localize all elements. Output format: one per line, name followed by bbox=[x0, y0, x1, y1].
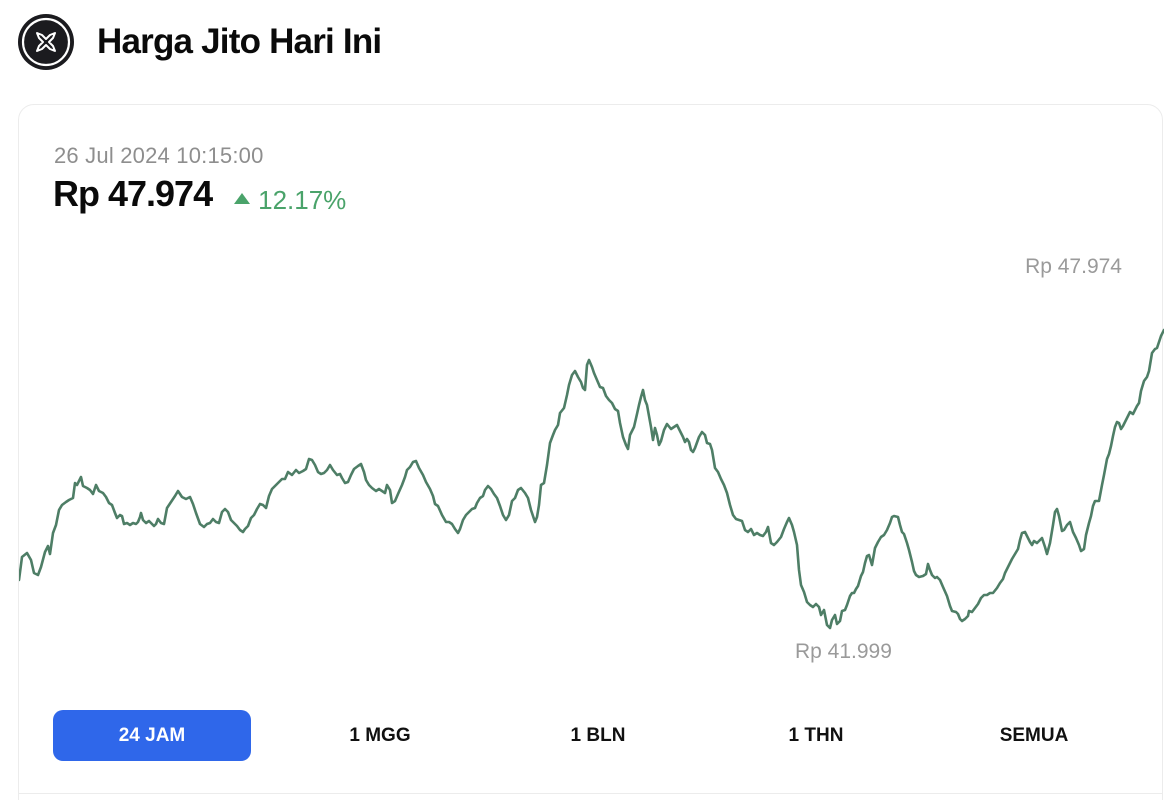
page-header: Harga Jito Hari Ini bbox=[18, 14, 382, 70]
range-button-all[interactable]: SEMUA bbox=[999, 724, 1069, 746]
page-title: Harga Jito Hari Ini bbox=[97, 22, 382, 61]
current-price: Rp 47.974 bbox=[53, 173, 213, 214]
card-divider bbox=[19, 793, 1162, 794]
jito-logo-icon bbox=[18, 14, 74, 70]
range-button-1m[interactable]: 1 BLN bbox=[570, 724, 626, 746]
price-line-chart[interactable] bbox=[19, 105, 1164, 795]
price-change-percent: 12.17% bbox=[258, 185, 347, 215]
price-change: 12.17% bbox=[234, 185, 346, 216]
chart-high-label: Rp 47.974 bbox=[1025, 255, 1122, 278]
triangle-up-icon bbox=[234, 193, 251, 204]
price-row: Rp 47.974 12.17% bbox=[53, 173, 346, 216]
range-button-1w[interactable]: 1 MGG bbox=[349, 724, 411, 746]
range-button-1y[interactable]: 1 THN bbox=[788, 724, 844, 746]
price-chart-card: 26 Jul 2024 10:15:00 Rp 47.974 12.17% Rp… bbox=[18, 104, 1164, 800]
price-line bbox=[19, 328, 1164, 630]
price-timestamp: 26 Jul 2024 10:15:00 bbox=[54, 143, 264, 168]
chart-low-label: Rp 41.999 bbox=[795, 640, 892, 663]
range-button-24h[interactable]: 24 JAM bbox=[53, 710, 251, 761]
time-range-selector: 24 JAM 1 MGG 1 BLN 1 THN SEMUA bbox=[53, 710, 1143, 761]
